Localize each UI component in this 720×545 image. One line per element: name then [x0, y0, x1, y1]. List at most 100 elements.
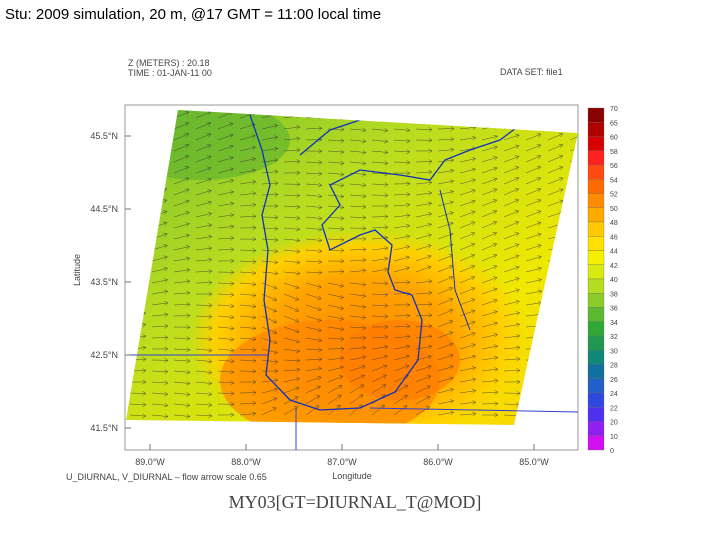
- wind-arrow: [217, 178, 235, 185]
- wind-arrow: [525, 232, 542, 240]
- wind-arrow: [547, 199, 564, 207]
- wind-arrow: [547, 267, 565, 273]
- wind-arrow: [129, 177, 146, 185]
- wind-arrow: [129, 254, 146, 262]
- wind-arrow: [547, 380, 565, 386]
- colorbar-box: [587, 321, 605, 337]
- wind-arrow: [305, 357, 323, 362]
- wind-arrow: [283, 326, 300, 334]
- wind-arrow: [217, 325, 235, 331]
- wind-arrow: [151, 335, 169, 340]
- wind-arrow: [371, 160, 389, 166]
- colorbar-label: 40: [610, 277, 618, 284]
- wind-arrow: [173, 279, 191, 284]
- wind-arrow: [239, 225, 257, 231]
- wind-arrow: [327, 258, 345, 264]
- wind-arrow: [239, 248, 257, 253]
- wind-arrow: [305, 259, 323, 265]
- colorbar-label: 42: [610, 263, 618, 270]
- wind-arrow: [327, 138, 345, 143]
- wind-arrow: [503, 155, 520, 163]
- wind-arrow: [371, 384, 387, 394]
- colorbar-box: [587, 122, 605, 137]
- wind-arrow: [547, 177, 564, 185]
- wind-arrow: [547, 143, 564, 152]
- arrow-caption: U_DIURNAL, V_DIURNAL – flow arrow scale …: [66, 472, 267, 482]
- wind-arrow: [371, 246, 389, 251]
- wind-arrow: [239, 411, 257, 417]
- wind-arrow: [217, 412, 235, 418]
- wind-arrow: [393, 395, 408, 405]
- wind-arrow: [217, 156, 234, 163]
- wind-arrow: [459, 264, 476, 273]
- colorbar-label: 46: [610, 234, 618, 241]
- wind-arrow: [437, 275, 454, 284]
- wind-arrow: [569, 121, 578, 130]
- wind-arrow: [393, 344, 411, 350]
- colorbar-box: [587, 421, 605, 436]
- wind-arrow: [459, 157, 477, 163]
- wind-arrow: [129, 133, 146, 141]
- wind-arrow: [547, 369, 565, 375]
- wind-arrow: [481, 298, 498, 306]
- wind-arrow: [415, 116, 433, 122]
- wind-arrow: [459, 253, 476, 262]
- colorbar-box: [587, 307, 605, 322]
- wind-arrow: [481, 242, 498, 251]
- wind-arrow: [173, 380, 191, 386]
- wind-arrow: [525, 221, 542, 229]
- colorbar-box: [587, 221, 605, 237]
- wind-arrow: [437, 365, 454, 372]
- wind-arrow: [305, 326, 323, 333]
- colorbar-box: [587, 136, 605, 151]
- wind-arrow: [525, 369, 543, 374]
- wind-arrow: [503, 288, 520, 295]
- wind-arrow: [525, 255, 542, 262]
- wind-arrow: [195, 402, 213, 408]
- wind-arrow: [327, 304, 345, 311]
- wind-arrow: [371, 354, 388, 361]
- wind-arrow: [437, 376, 454, 383]
- wind-arrow: [151, 266, 169, 273]
- wind-arrow: [195, 280, 213, 285]
- wind-arrow: [217, 292, 235, 298]
- wind-arrow: [151, 402, 169, 408]
- wind-arrow: [283, 377, 301, 383]
- wind-arrow: [393, 255, 410, 262]
- y-axis-label: Latitude: [72, 254, 82, 286]
- wind-arrow: [393, 384, 409, 394]
- colorbar-label: 10: [610, 434, 618, 441]
- wind-arrow: [393, 160, 411, 165]
- wind-arrow: [173, 324, 191, 330]
- wind-arrow: [503, 232, 520, 240]
- wind-arrow: [217, 213, 235, 218]
- wind-arrow: [481, 401, 499, 406]
- wind-arrow: [283, 147, 301, 153]
- wind-arrow: [393, 279, 411, 285]
- wind-arrow: [459, 114, 477, 120]
- wind-arrow: [415, 313, 433, 318]
- wind-arrow: [415, 159, 433, 164]
- wind-arrow: [327, 346, 345, 351]
- wind-arrow: [415, 254, 432, 262]
- y-tick-label: 45.5°N: [90, 131, 118, 141]
- wind-arrow: [173, 177, 190, 185]
- wind-arrow: [525, 176, 542, 185]
- wind-arrow: [261, 387, 278, 394]
- wind-arrow: [305, 347, 323, 353]
- wind-arrow: [393, 334, 411, 339]
- wind-arrow: [261, 169, 279, 175]
- wind-arrow: [305, 304, 322, 312]
- wind-arrow: [129, 391, 147, 396]
- wind-arrow: [239, 134, 256, 141]
- colorbar-box: [587, 179, 605, 194]
- wind-arrow: [261, 407, 277, 416]
- colorbar-box: [587, 236, 605, 251]
- wind-arrow: [481, 355, 499, 361]
- wind-arrow: [437, 410, 455, 416]
- wind-arrow: [239, 202, 257, 208]
- wind-arrow: [459, 400, 477, 405]
- y-tick-label: 43.5°N: [90, 277, 118, 287]
- wind-arrow: [173, 347, 191, 353]
- wind-arrow: [217, 281, 235, 286]
